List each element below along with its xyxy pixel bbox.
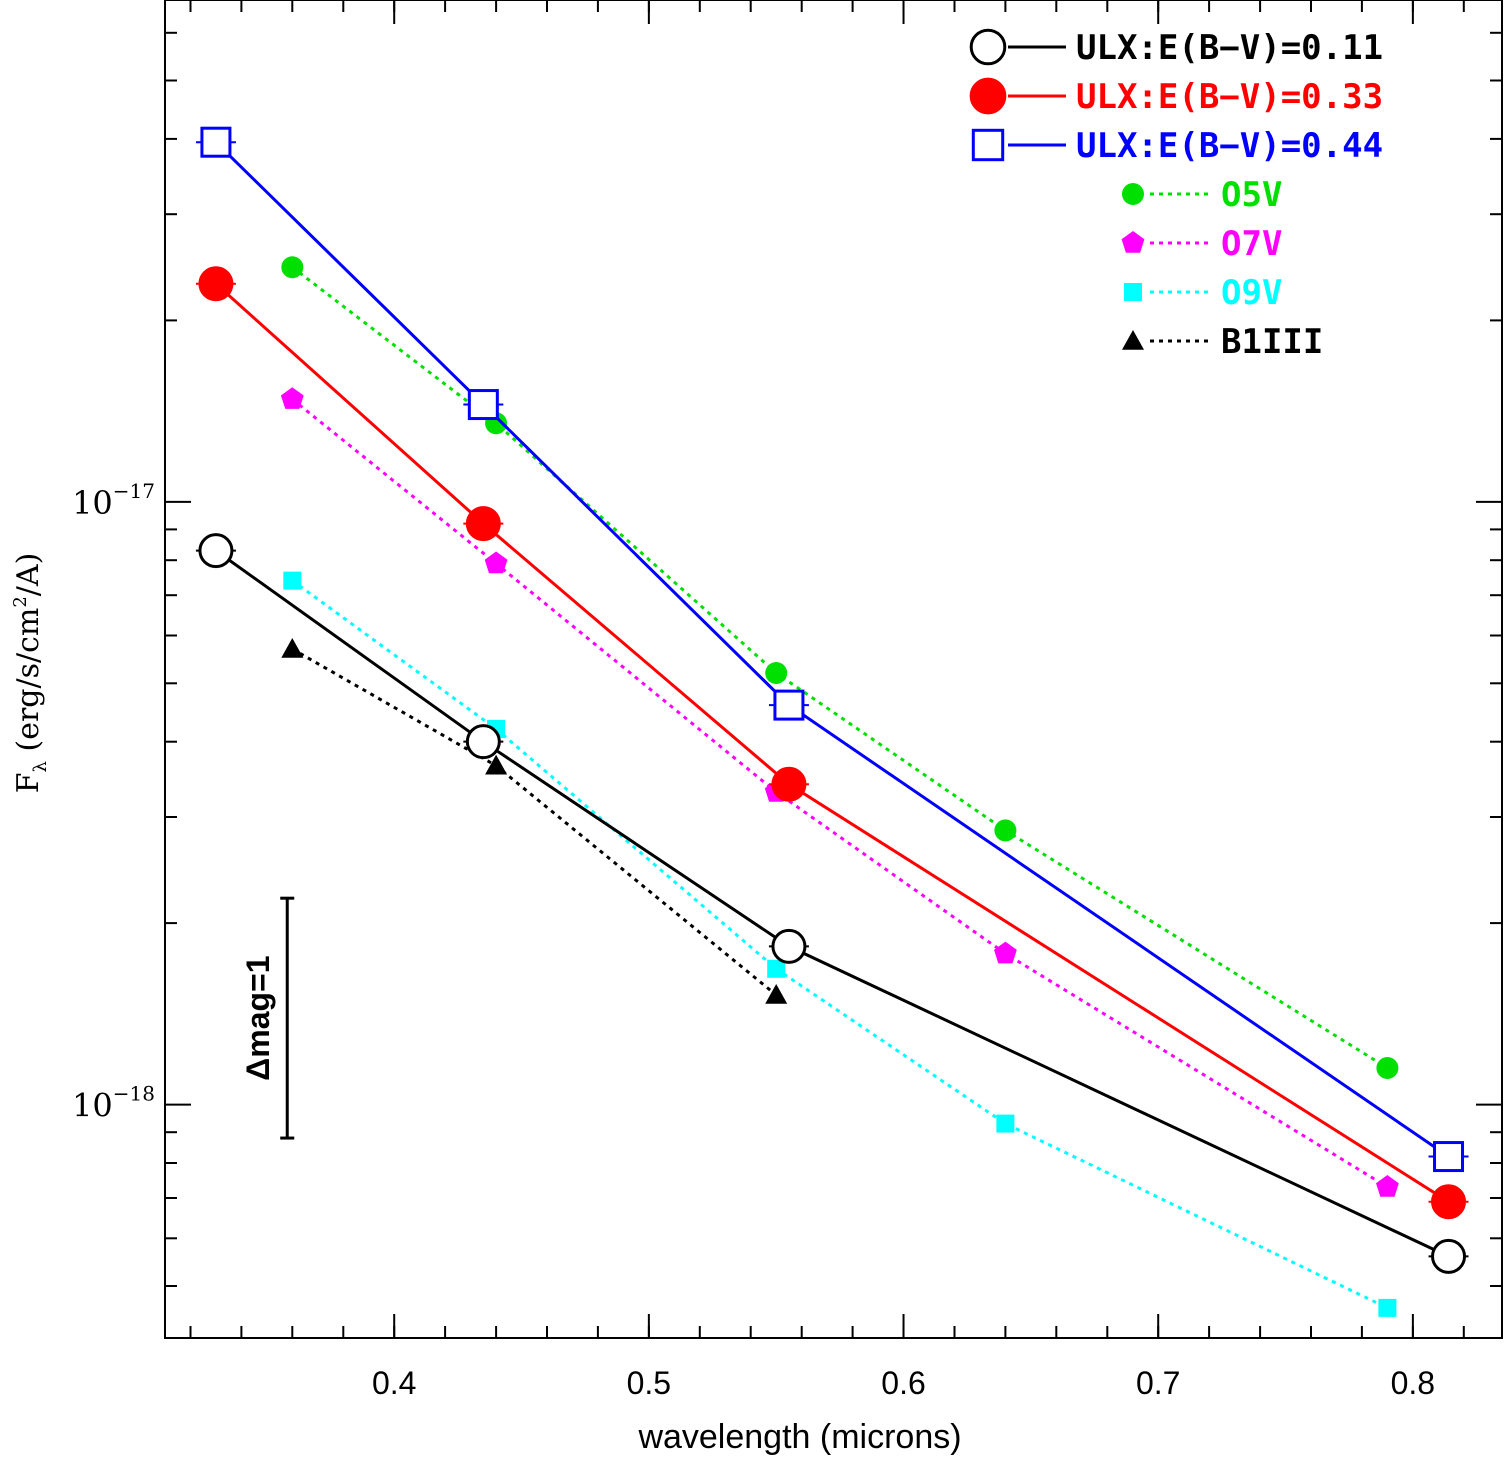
x-tick-label: 0.8: [1391, 1365, 1435, 1401]
series-line-b1iii: [291, 647, 778, 997]
data-point-o7v: [994, 941, 1017, 964]
series-line-o7v: [291, 398, 1389, 1189]
series-o9v: [283, 571, 1397, 1317]
y-tick-exponent: −18: [113, 1082, 155, 1106]
legend-marker: [1122, 330, 1144, 350]
y-tick-label: 10−17: [72, 479, 155, 522]
legend-label: O5V: [1221, 175, 1282, 215]
legend-marker: [969, 77, 1007, 115]
series-o7v: [280, 387, 1399, 1197]
series-line-ulx-e-b-v-0-44: [214, 141, 1450, 1158]
data-point-ulx-e-b-v-0-33: [1431, 1184, 1467, 1220]
legend-label: B1III: [1221, 322, 1323, 362]
plot-frame: [164, 0, 1503, 1339]
data-point-ulx-e-b-v-0-11: [1431, 1238, 1467, 1274]
delta-mag-label: Δmag=1: [240, 955, 276, 1080]
data-point-o9v: [996, 1114, 1015, 1133]
data-point-o5v: [994, 819, 1017, 842]
data-point-ulx-e-b-v-0-33: [198, 266, 234, 302]
y-axis-title-symbol: F: [11, 772, 46, 793]
series-ulx-e-b-v-0-11: [195, 533, 1469, 1274]
plot-area: [164, 0, 1503, 1339]
y-axis-title-subscript: λ: [30, 761, 51, 772]
series-line-ulx-e-b-v-0-33: [214, 282, 1450, 1203]
data-point-ulx-e-b-v-0-44: [773, 689, 805, 721]
data-point-o5v: [765, 662, 788, 685]
x-tick-label: 0.6: [881, 1365, 925, 1401]
data-point-o9v: [767, 959, 786, 978]
x-tick-label: 0.4: [372, 1365, 416, 1401]
data-point-o9v: [283, 571, 302, 590]
y-tick-exponent: −17: [113, 479, 155, 503]
data-point-b1iii: [281, 638, 304, 658]
data-point-o5v: [281, 256, 304, 279]
series-line-o5v: [291, 266, 1389, 1070]
legend-entry-o9v: O9V: [1124, 273, 1282, 313]
legend-label: O9V: [1221, 273, 1282, 313]
series-b1iii: [281, 638, 788, 1004]
series-ulx-e-b-v-0-44: [195, 126, 1469, 1173]
series-line-o9v: [291, 579, 1389, 1310]
data-point-ulx-e-b-v-0-11: [465, 724, 501, 760]
y-tick-label: 10−18: [72, 1082, 155, 1125]
data-point-ulx-e-b-v-0-33: [465, 506, 501, 542]
legend-entry-o5v: O5V: [1122, 175, 1282, 215]
legend: ULX:E(B−V)=0.11 ULX:E(B−V)=0.33 ULX:E(B−V)…: [969, 28, 1383, 362]
legend-marker: [1122, 183, 1144, 205]
data-point-o5v: [1376, 1057, 1399, 1080]
legend-entry-b1iii: B1III: [1122, 322, 1323, 362]
series-ulx-e-b-v-0-33: [195, 266, 1469, 1220]
data-point-ulx-e-b-v-0-33: [771, 766, 807, 802]
series-o5v: [281, 256, 1399, 1080]
y-axis-title-units-end: /A): [11, 553, 46, 596]
legend-marker: [969, 28, 1007, 66]
data-point-ulx-e-b-v-0-44: [200, 126, 232, 158]
series-line-ulx-e-b-v-0-11: [215, 549, 1450, 1258]
data-point-o7v: [484, 551, 508, 574]
legend-marker: [1121, 231, 1145, 253]
legend-entry-ulx-e-b-v-0-11: ULX:E(B−V)=0.11: [969, 28, 1383, 68]
legend-entry-o7v: O7V: [1121, 224, 1282, 264]
data-point-o9v: [1378, 1298, 1397, 1317]
legend-entry-ulx-e-b-v-0-44: ULX:E(B−V)=0.44: [971, 126, 1383, 166]
legend-marker: [971, 128, 1005, 162]
data-point-ulx-e-b-v-0-44: [1433, 1141, 1465, 1173]
data-point-b1iii: [485, 754, 508, 775]
data-point-b1iii: [765, 984, 788, 1004]
y-tick-base: 10: [72, 1087, 113, 1125]
y-axis-title-superscript: 2: [10, 596, 31, 607]
legend-label: ULX:E(B−V)=0.44: [1076, 126, 1383, 166]
annotation-layer: Δmag=1: [240, 896, 295, 1140]
series-layer: [195, 126, 1469, 1317]
legend-label: ULX:E(B−V)=0.33: [1076, 77, 1383, 117]
data-point-ulx-e-b-v-0-11: [198, 533, 234, 569]
x-axis-title: wavelength (microns): [637, 1418, 961, 1456]
data-point-o7v: [280, 387, 304, 409]
legend-entry-ulx-e-b-v-0-33: ULX:E(B−V)=0.33: [969, 77, 1383, 117]
data-point-ulx-e-b-v-0-11: [771, 928, 807, 964]
data-point-ulx-e-b-v-0-44: [467, 389, 499, 421]
legend-marker: [1124, 283, 1142, 301]
data-point-o7v: [1376, 1175, 1399, 1197]
x-tick-label: 0.5: [627, 1365, 671, 1401]
y-axis-title: Fλ (erg/s/cm2/A): [10, 553, 51, 794]
legend-label: ULX:E(B−V)=0.11: [1076, 28, 1383, 68]
y-axis-title-units: (erg/s/cm: [11, 608, 46, 761]
y-tick-base: 10: [72, 484, 113, 522]
legend-label: O7V: [1221, 224, 1282, 264]
x-tick-label: 0.7: [1136, 1365, 1180, 1401]
